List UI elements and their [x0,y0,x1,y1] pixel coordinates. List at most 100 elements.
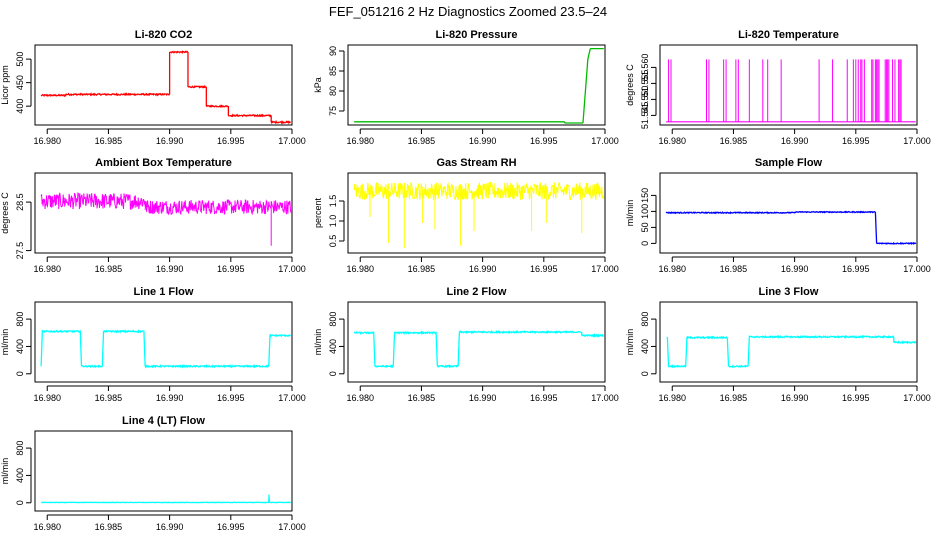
y-tick-label: 0 [15,371,25,376]
chart-panel-1: Li-820 CO2 Licor ppm 16.980 16.985 16.990 16.… [0,29,306,146]
plot-frame [34,430,293,512]
x-tick-label: 16.995 [530,264,558,274]
x-tick-label: 16.985 [95,264,123,274]
data-series-line [353,181,605,201]
x-tick-label: 16.985 [408,264,436,274]
x-tick-label: 16.980 [33,136,61,146]
x-tick-label: 16.990 [156,393,184,403]
x-tick-label: 17.000 [278,393,306,403]
panel-title: Li-820 Temperature [738,29,839,41]
data-series-line [40,192,292,216]
x-tick-label: 16.995 [217,264,245,274]
x-tick-label: 16.995 [530,136,558,146]
x-tick-label: 16.990 [469,136,497,146]
panel-title: Line 2 Flow [447,286,507,298]
y-tick-label: 1.5 [328,195,338,208]
y-tick-label: 90 [328,46,338,56]
y-tick-label: 800 [15,312,25,327]
data-series-line [665,210,917,246]
x-tick-label: 16.995 [217,522,245,532]
y-tick-label: 1.0 [328,215,338,228]
x-tick-label: 16.990 [156,136,184,146]
data-series-line [666,334,917,369]
y-tick-label: 0.5 [328,235,338,248]
y-axis-label: ml/min [625,329,635,356]
y-tick-label: 400 [15,339,25,354]
x-tick-label: 16.990 [781,393,809,403]
panel-title: Li-820 Pressure [436,29,518,41]
x-tick-label: 16.990 [469,393,497,403]
chart-panel-6: Sample Flow ml/min 16.980 16.985 16.990 16.99… [625,157,931,274]
panel-title: Line 1 Flow [134,286,194,298]
chart-panel-5: Gas Stream RH percent 16.980 16.985 16.990 16… [313,157,619,274]
plot-frame [34,172,293,254]
x-tick-label: 16.985 [95,136,123,146]
y-tick-label: 27.5 [15,242,25,260]
x-tick-label: 16.995 [842,393,870,403]
y-tick-label: 800 [640,312,650,327]
x-tick-label: 16.980 [346,264,374,274]
panel-title: Line 4 (LT) Flow [122,415,205,427]
x-tick-label: 16.985 [720,393,748,403]
x-tick-label: 16.980 [33,522,61,532]
y-tick-label: 450 [15,75,25,90]
y-tick-label: 75 [328,106,338,116]
x-tick-label: 17.000 [278,136,306,146]
x-tick-label: 16.995 [217,136,245,146]
y-axis-label: degrees C [625,64,635,106]
y-tick-label: 85 [328,66,338,76]
chart-panel-10: Line 4 (LT) Flow ml/min 16.980 16.985 16.990… [0,415,306,532]
plot-frame [347,44,606,126]
x-tick-label: 16.990 [469,264,497,274]
x-tick-label: 16.980 [346,393,374,403]
x-tick-label: 16.995 [217,393,245,403]
y-tick-label: 100 [640,204,650,219]
x-tick-label: 16.995 [530,393,558,403]
x-tick-label: 16.985 [408,136,436,146]
panel-title: Ambient Box Temperature [95,157,232,169]
y-tick-label: 0 [640,371,650,376]
y-axis-label: percent [313,197,323,228]
x-tick-label: 16.980 [658,393,686,403]
y-axis-label: kPa [313,77,323,93]
y-tick-label: 0 [15,500,25,505]
x-tick-label: 16.980 [658,136,686,146]
panel-title: Line 3 Flow [759,286,819,298]
data-series-line [354,47,604,124]
x-tick-label: 17.000 [278,264,306,274]
x-tick-label: 16.985 [95,393,123,403]
y-tick-label: 400 [640,339,650,354]
plot-frame [34,44,293,126]
y-axis-label: ml/min [313,329,323,356]
x-tick-label: 16.995 [842,136,870,146]
x-tick-label: 17.000 [903,136,931,146]
x-tick-label: 16.990 [781,136,809,146]
x-tick-label: 16.995 [842,264,870,274]
y-tick-label: 51.560 [640,54,650,82]
y-tick-label: 51.545 [640,102,650,130]
x-tick-label: 16.985 [95,522,123,532]
x-tick-label: 16.985 [720,136,748,146]
x-tick-label: 17.000 [278,522,306,532]
x-tick-label: 16.990 [156,264,184,274]
x-tick-label: 17.000 [903,393,931,403]
data-series-line [40,494,292,504]
x-tick-label: 16.980 [346,136,374,146]
y-tick-label: 0 [328,371,338,376]
x-tick-label: 16.985 [408,393,436,403]
y-tick-label: 400 [15,468,25,483]
plot-frame [659,44,918,126]
data-series-line [40,329,292,369]
x-tick-label: 16.980 [33,393,61,403]
chart-panel-7: Line 1 Flow ml/min 16.980 16.985 16.990 16.99… [0,286,306,403]
y-tick-label: 28.5 [15,193,25,211]
panels-container: Li-820 CO2 Licor ppm 16.980 16.985 16.990 16.… [0,29,931,532]
y-axis-label: ml/min [625,200,635,227]
data-series-line [353,329,604,369]
x-tick-label: 16.990 [156,522,184,532]
plot-frame [347,172,606,254]
chart-panel-8: Line 2 Flow ml/min 16.980 16.985 16.990 16.99… [313,286,619,403]
panel-title: Gas Stream RH [436,157,516,169]
y-tick-label: 150 [640,188,650,203]
y-tick-label: 51.550 [640,86,650,114]
